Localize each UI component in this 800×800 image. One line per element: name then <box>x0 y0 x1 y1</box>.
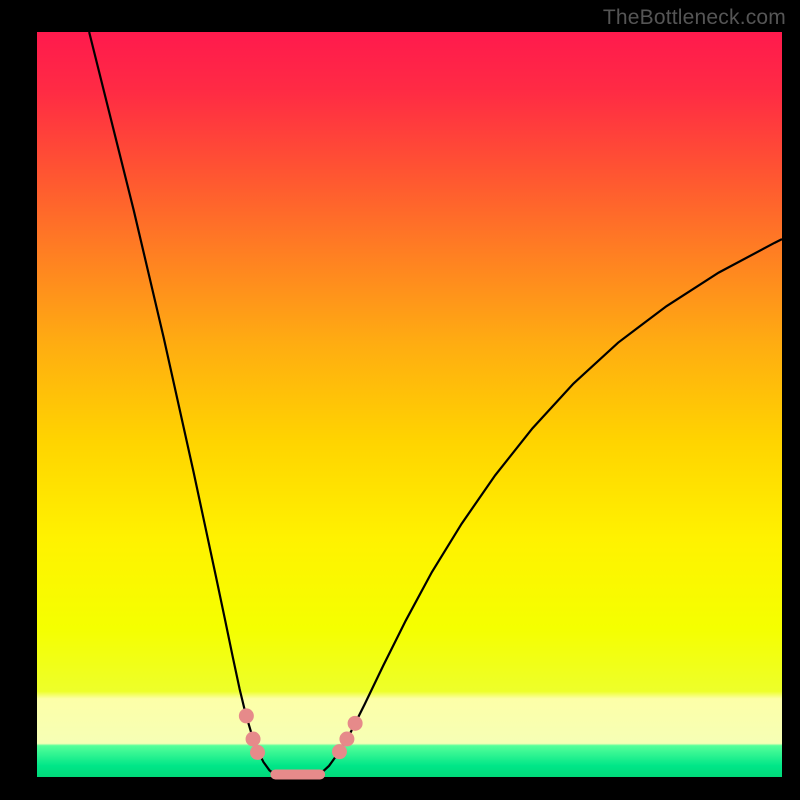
plot-area <box>37 32 782 777</box>
marker-point <box>332 744 347 759</box>
marker-point <box>348 716 363 731</box>
watermark-text: TheBottleneck.com <box>603 6 786 30</box>
marker-point <box>246 732 261 747</box>
gradient-background <box>37 32 782 777</box>
marker-point <box>239 708 254 723</box>
marker-point <box>339 732 354 747</box>
bottleneck-curve-chart <box>37 32 782 777</box>
marker-point <box>250 745 265 760</box>
